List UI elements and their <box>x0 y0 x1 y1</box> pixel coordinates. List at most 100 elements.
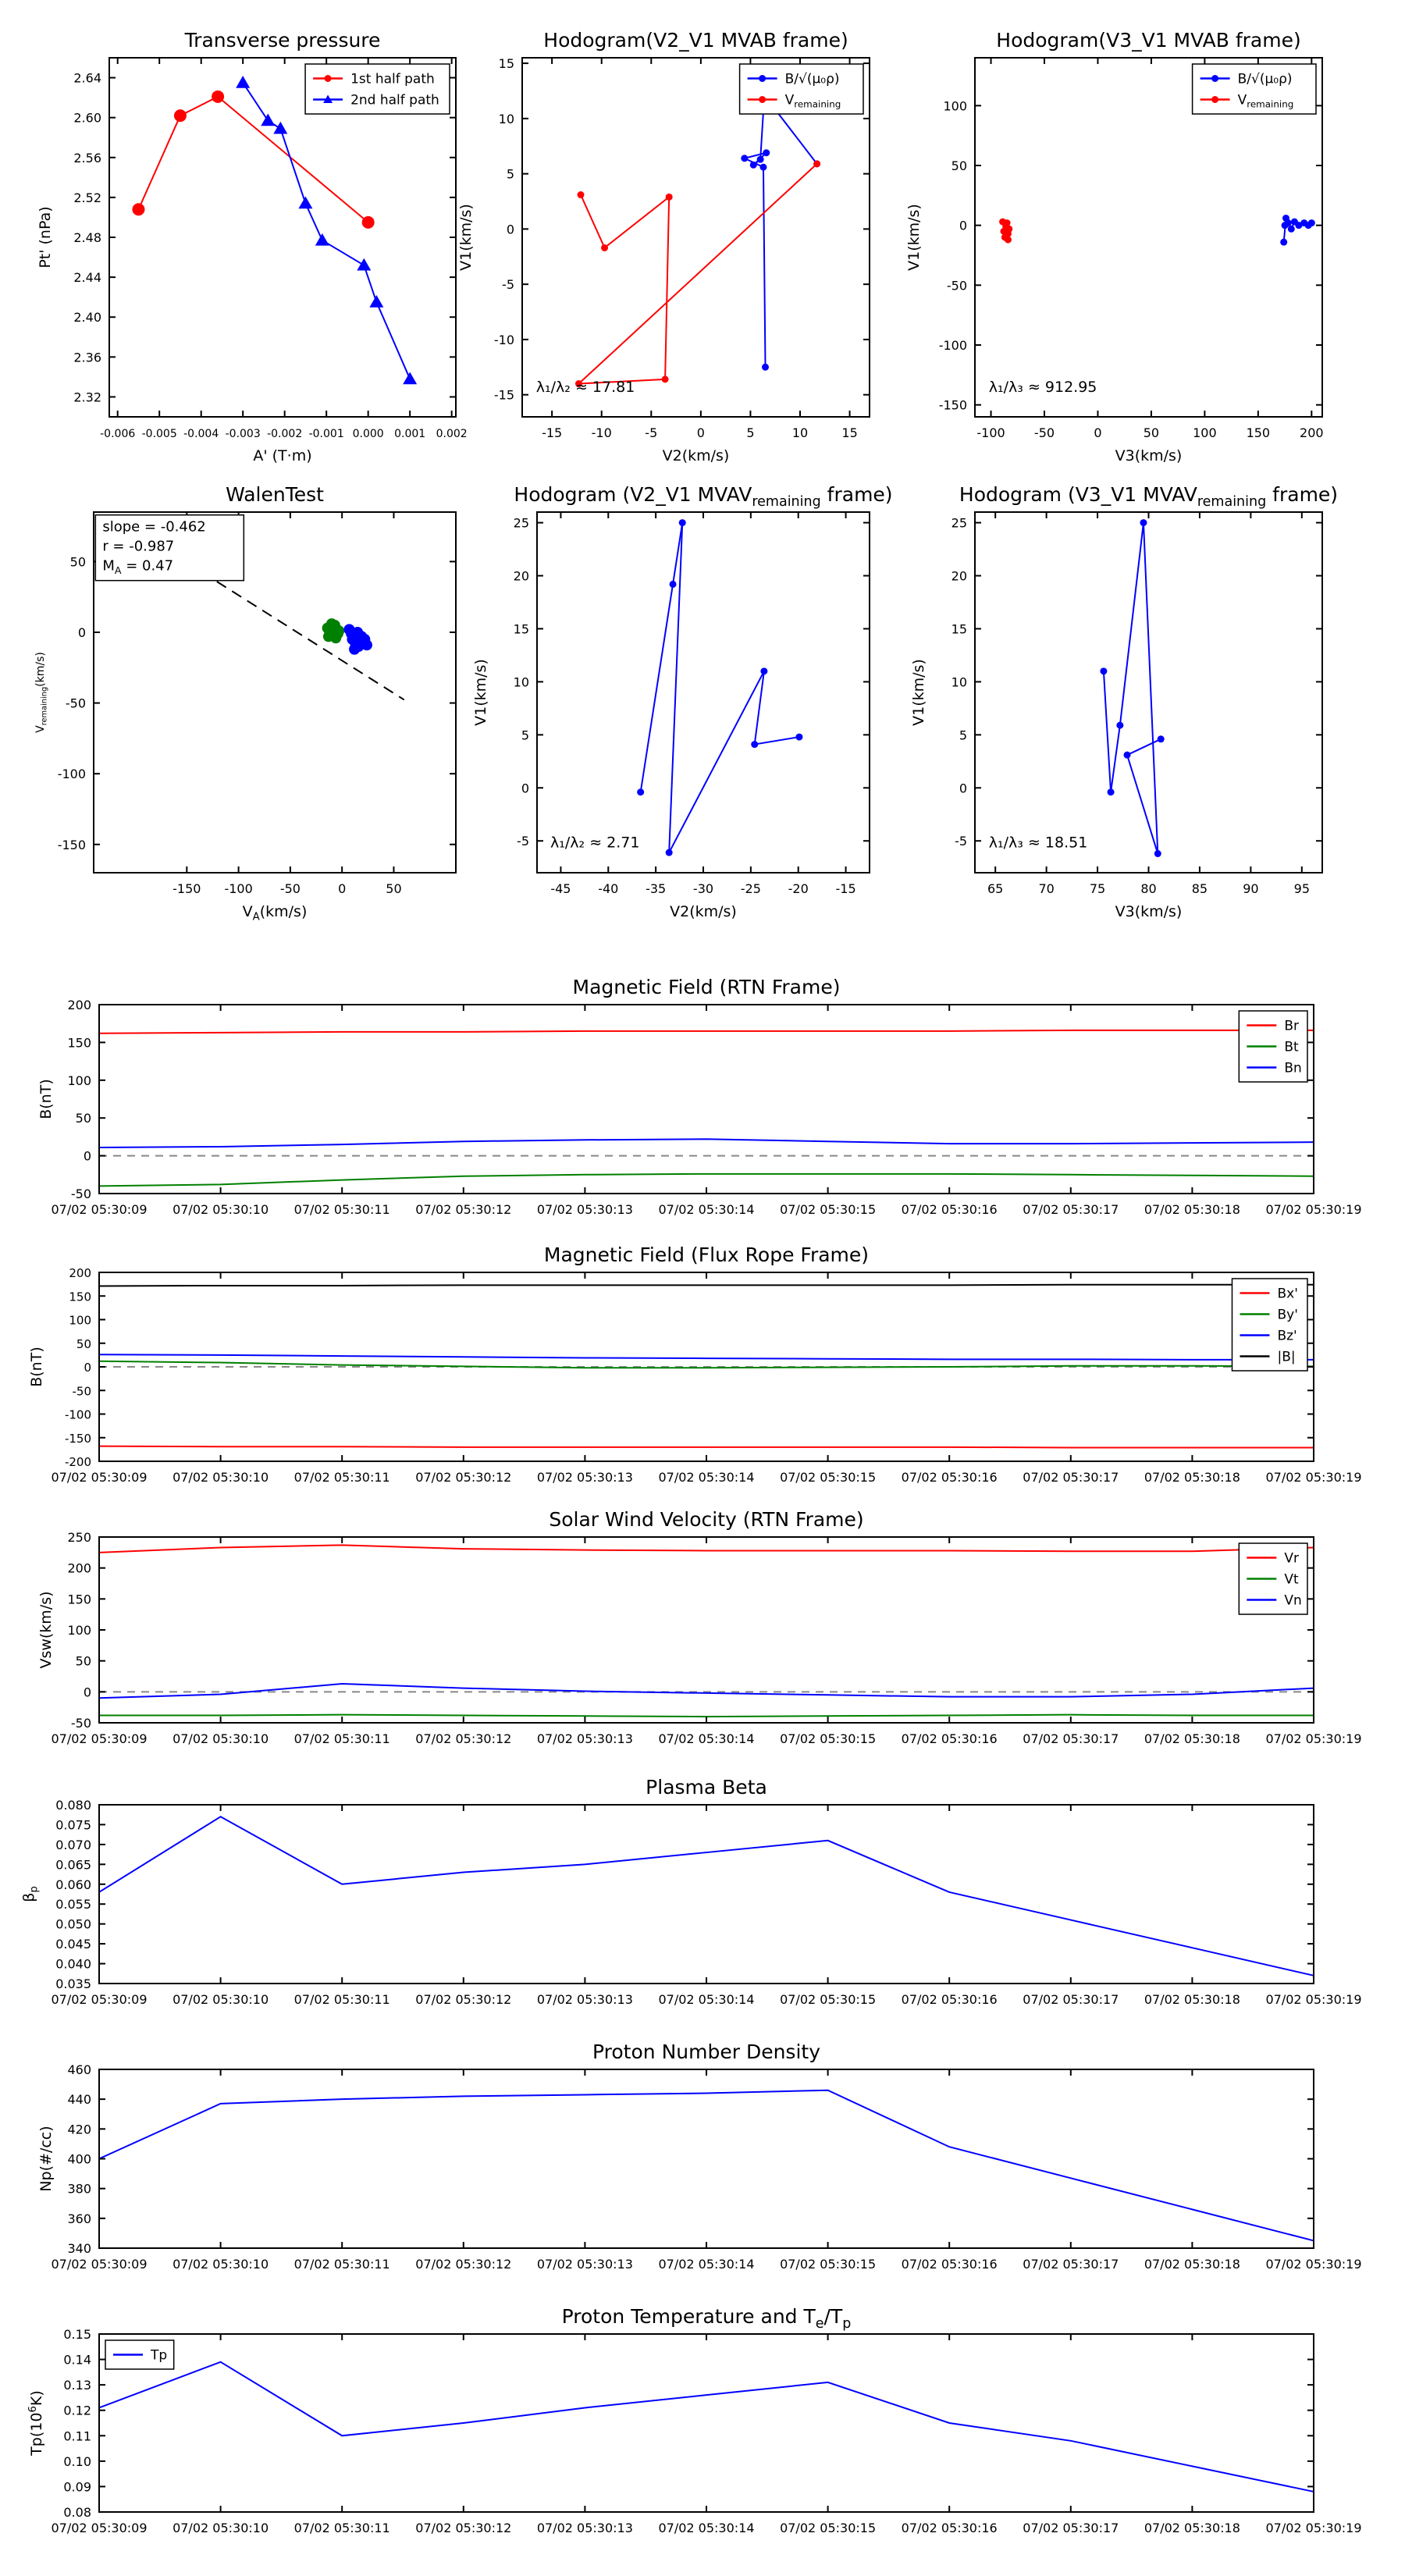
panel-hodogram-v3v1-mvab: -100 -50 0 50 100 150 200 -150 -100 -50 0 50 100 Hodo… <box>905 29 1324 464</box>
y-tick-label: 0 <box>959 781 967 795</box>
y-tick-label: 2.64 <box>73 71 101 86</box>
y-tick-label: -100 <box>65 1408 91 1422</box>
y-tick-label: -15 <box>494 388 514 403</box>
x-tick-label: 0.000 <box>353 428 384 440</box>
x-axis-label: A' (T·m) <box>253 447 311 464</box>
x-tick-label: 07/02 05:30:18 <box>1144 1470 1240 1485</box>
panel-b-fluxrope: 07/02 05:30:09 07/02 05:30:10 07/02 05:30:… <box>28 1244 1362 1485</box>
x-tick-label: 07/02 05:30:17 <box>1023 1470 1119 1485</box>
y-tick-label: -150 <box>65 1432 91 1446</box>
y-tick-label: 0.035 <box>55 1976 91 1991</box>
legend: Bx' By' Bz' |B| <box>1231 1278 1308 1372</box>
series-bt <box>98 1172 1314 1187</box>
x-tick-label: 07/02 05:30:17 <box>1023 1992 1119 2007</box>
series-by-prime <box>98 1360 1314 1369</box>
x-tick-label: -0.001 <box>309 428 344 440</box>
y-tick-label: 2.56 <box>73 151 101 165</box>
axis-ticks: -15 -10 -5 0 5 10 15 -15 -10 -5 0 5 10 15 <box>494 56 870 440</box>
x-tick-label: 90 <box>1243 881 1258 896</box>
x-tick-label: -10 <box>592 425 612 440</box>
y-axis-label: βp​ <box>20 1886 41 1902</box>
y-tick-label: 340 <box>67 2241 91 2256</box>
series-bz-prime <box>98 1354 1314 1361</box>
x-tick-label: 07/02 05:30:14 <box>658 1202 754 1217</box>
legend: Tp <box>105 2339 175 2370</box>
y-tick-label: 250 <box>67 1530 91 1545</box>
legend-label: Bz' <box>1277 1329 1297 1344</box>
x-tick-label: 50 <box>1144 425 1159 440</box>
legend-label: Vt <box>1284 1572 1299 1588</box>
legend: B/√(μ₀ρ) Vremaining​ <box>738 63 864 115</box>
y-tick-label: 150 <box>69 1290 91 1304</box>
axis-ticks: 65 70 75 80 85 90 95 -5 0 5 10 15 20 25 <box>951 512 1322 896</box>
panel-title: Hodogram (V3_V1 MVAVremaining​ frame) <box>959 483 1338 510</box>
x-tick-label: -0.003 <box>226 428 261 440</box>
x-tick-label: 07/02 05:30:19 <box>1265 2521 1361 2535</box>
axis-ticks: -100 -50 0 50 100 150 200 -150 -100 -50 0 50 100 <box>939 58 1324 440</box>
annotation-line: slope = -0.462 <box>102 519 205 535</box>
x-tick-label: 80 <box>1140 881 1156 896</box>
y-tick-label: 0.15 <box>63 2327 91 2342</box>
x-tick-label: -0.002 <box>267 428 302 440</box>
y-tick-label: 100 <box>943 98 967 113</box>
y-tick-label: 0.08 <box>63 2505 91 2520</box>
x-tick-label: 07/02 05:30:12 <box>415 1731 511 1746</box>
annotation: λ₁/λ₂ ≈ 17.81 <box>536 379 635 396</box>
series-v-remaining <box>999 218 1013 244</box>
y-axis-label: Tp(106​K) <box>27 2390 45 2457</box>
legend-label: Bx' <box>1277 1286 1297 1302</box>
panel-proton-density: 07/02 05:30:09 07/02 05:30:10 07/02 05:30:… <box>37 2041 1362 2272</box>
y-tick-label: 50 <box>76 1337 91 1351</box>
x-tick-label: -0.006 <box>100 428 135 440</box>
y-tick-label: 5 <box>521 728 529 742</box>
x-axis-label: V3(km/s) <box>1115 447 1183 464</box>
x-tick-label: 0.002 <box>436 428 468 440</box>
x-tick-label: 07/02 05:30:10 <box>173 1731 269 1746</box>
legend: 1st half path 2nd half path <box>304 63 450 115</box>
x-tick-label: 07/02 05:30:10 <box>173 1992 269 2007</box>
y-tick-label: 0 <box>84 1149 91 1164</box>
x-tick-label: 07/02 05:30:09 <box>51 1992 147 2007</box>
panel-proton-temp: 07/02 05:30:09 07/02 05:30:10 07/02 05:30:… <box>27 2305 1362 2535</box>
x-tick-label: 07/02 05:30:10 <box>173 2521 269 2535</box>
x-tick-label: -40 <box>598 881 618 896</box>
panel-title: Magnetic Field (Flux Rope Frame) <box>544 1244 869 1266</box>
panel-hodogram-v3v1-mvav: 65 70 75 80 85 90 95 -5 0 5 10 15 20 25 Hodogram (V3_V… <box>910 483 1338 920</box>
x-tick-label: 07/02 05:30:19 <box>1265 1992 1361 2007</box>
x-tick-label: 07/02 05:30:16 <box>902 1731 998 1746</box>
legend-label: Vremaining​ <box>785 93 841 110</box>
plot-background <box>975 58 1322 417</box>
plot-background <box>99 1005 1314 1194</box>
x-axis-label: V2(km/s) <box>670 903 737 920</box>
x-tick-label: 0 <box>338 881 346 896</box>
legend-label: 2nd half path <box>350 93 439 109</box>
series-bn <box>98 1138 1314 1148</box>
x-tick-label: -0.005 <box>142 428 177 440</box>
x-tick-label: 07/02 05:30:16 <box>902 1202 998 1217</box>
legend-label: Vr <box>1284 1551 1299 1567</box>
legend-label: Bt <box>1284 1040 1299 1055</box>
x-tick-label: 07/02 05:30:10 <box>173 1470 269 1485</box>
y-tick-label: -150 <box>58 838 86 852</box>
x-tick-label: 07/02 05:30:19 <box>1265 1470 1361 1485</box>
x-tick-label: 07/02 05:30:11 <box>294 1731 390 1746</box>
x-tick-label: 0 <box>1094 425 1101 440</box>
x-tick-label: 07/02 05:30:10 <box>173 2257 269 2272</box>
x-tick-label: -45 <box>550 881 571 896</box>
series-hodogram-path <box>637 519 803 856</box>
plot-background <box>99 1805 1314 1984</box>
y-tick-label: 150 <box>67 1035 91 1050</box>
y-tick-label: -10 <box>494 333 514 347</box>
y-tick-label: 2.36 <box>73 350 101 365</box>
y-tick-label: 10 <box>514 674 529 689</box>
y-tick-label: 0.045 <box>55 1937 91 1952</box>
y-tick-label: 10 <box>951 674 967 689</box>
y-tick-label: 380 <box>67 2182 91 2197</box>
annotation-line: MA​ = 0.47 <box>102 558 173 576</box>
y-tick-label: 15 <box>951 621 967 636</box>
panel-vsw-rtn: 07/02 05:30:09 07/02 05:30:10 07/02 05:30:… <box>37 1508 1362 1746</box>
plot-background <box>975 512 1322 873</box>
series-second-half-points <box>343 624 372 655</box>
x-tick-label: 07/02 05:30:17 <box>1023 2521 1119 2535</box>
